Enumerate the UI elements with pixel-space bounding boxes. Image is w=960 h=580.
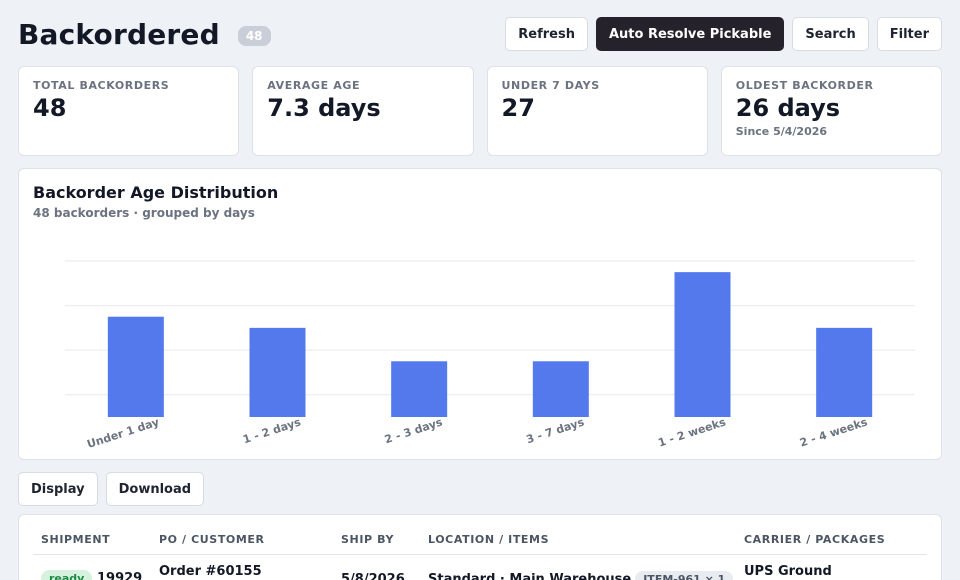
stat-card-under-7-days: UNDER 7 DAYS 27 [486, 66, 708, 156]
stats-row: TOTAL BACKORDERS 48 AVERAGE AGE 7.3 days… [18, 66, 942, 156]
page-title: Backordered [18, 17, 220, 51]
download-button[interactable]: Download [105, 472, 205, 506]
column-header-po-customer[interactable]: PO / CUSTOMER [159, 533, 265, 546]
location-label: Standard · Main Warehouse [428, 572, 632, 580]
table-actions: Display Download [18, 472, 205, 506]
status-badge: ready [41, 570, 93, 580]
page-header: Backordered 48 Refresh Auto Resolve Pick… [18, 14, 942, 54]
stat-card-oldest: OLDEST BACKORDER 26 days Since 5/4/2026 [720, 66, 942, 156]
x-tick-label: 2 - 4 weeks [798, 415, 869, 449]
bar-2-4-weeks[interactable] [816, 327, 873, 417]
stat-sub: Since 5/4/2026 [735, 125, 828, 138]
shipment-id[interactable]: 19929 [97, 571, 143, 580]
ship-by-date: 5/8/2026 [341, 572, 405, 580]
column-header-carrier-packages[interactable]: CARRIER / PACKAGES [744, 533, 886, 546]
chart-subtitle: 48 backorders · grouped by days [33, 206, 255, 220]
column-header-location-items[interactable]: LOCATION / ITEMS [428, 533, 550, 546]
stat-value: 26 days [735, 94, 841, 122]
chart-card: Under 1 day 1 - 2 days 2 - 3 days 3 - 7 day… [18, 168, 942, 460]
header-actions: Refresh Auto Resolve Pickable Search Fil… [505, 17, 942, 51]
bar-1-2-days[interactable] [249, 327, 306, 417]
table-row[interactable]: ready 19929 Order #60155 5/8/2026 Standa… [33, 556, 927, 580]
stat-value: 27 [501, 94, 535, 122]
stat-label: TOTAL BACKORDERS [33, 79, 170, 92]
count-badge: 48 [237, 26, 271, 46]
x-tick-label: 1 - 2 weeks [657, 415, 728, 449]
stat-value: 7.3 days [267, 94, 381, 122]
stat-card-average-age: AVERAGE AGE 7.3 days [252, 66, 474, 156]
bar-1-2-weeks[interactable] [674, 272, 731, 417]
refresh-button[interactable]: Refresh [505, 17, 588, 51]
filter-button[interactable]: Filter [876, 17, 942, 51]
bar-under-1-day[interactable] [107, 316, 164, 417]
stat-card-total: TOTAL BACKORDERS 48 [18, 66, 240, 156]
column-header-shipment[interactable]: SHIPMENT [41, 533, 111, 546]
table-header: SHIPMENT PO / CUSTOMER SHIP BY LOCATION … [33, 515, 927, 555]
stat-label: OLDEST BACKORDER [735, 79, 874, 92]
bar-2-3-days[interactable] [391, 361, 448, 417]
search-button[interactable]: Search [792, 17, 869, 51]
x-tick-label: 2 - 3 days [383, 415, 445, 446]
chart-title: Backorder Age Distribution [33, 183, 279, 202]
po-number[interactable]: Order #60155 [159, 564, 262, 579]
bar-3-7-days[interactable] [532, 361, 589, 417]
item-chip[interactable]: ITEM-961 × 1 [635, 571, 734, 580]
display-button[interactable]: Display [18, 472, 98, 506]
auto-resolve-pickable-button[interactable]: Auto Resolve Pickable [595, 17, 785, 51]
x-tick-label: 3 - 7 days [525, 415, 587, 446]
age-distribution-chart: Under 1 day 1 - 2 days 2 - 3 days 3 - 7 day… [65, 260, 915, 451]
x-tick-label: 1 - 2 days [241, 415, 303, 446]
location-items: Standard · Main Warehouse ITEM-961 × 1 [428, 571, 734, 580]
carrier-name: UPS Ground [744, 564, 832, 579]
stat-label: AVERAGE AGE [267, 79, 361, 92]
x-tick-label: Under 1 day [85, 415, 160, 451]
column-header-ship-by[interactable]: SHIP BY [341, 533, 395, 546]
stat-value: 48 [33, 94, 67, 122]
backorders-table: SHIPMENT PO / CUSTOMER SHIP BY LOCATION … [18, 514, 942, 580]
stat-label: UNDER 7 DAYS [501, 79, 600, 92]
